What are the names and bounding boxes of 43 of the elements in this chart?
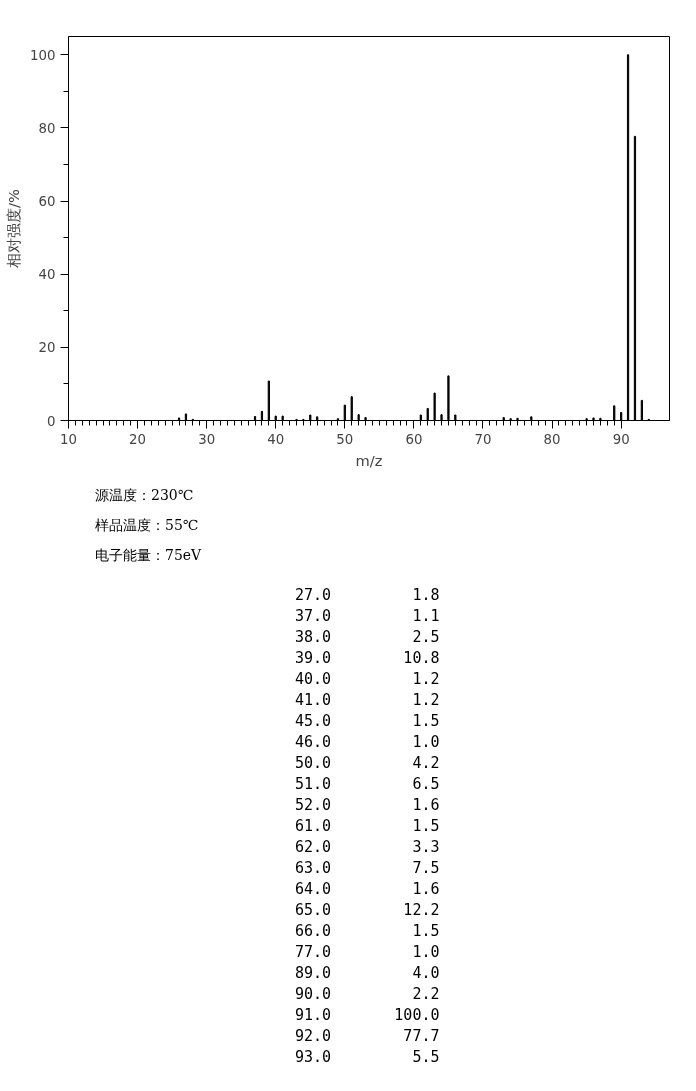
x-tick-label: 20 xyxy=(129,431,147,447)
text: 91.0 100.0 xyxy=(295,1006,440,1024)
text: 38.0 2.5 xyxy=(295,628,440,646)
text: 电子能量：75eV xyxy=(95,546,202,565)
x-tick-label: 70 xyxy=(474,431,492,447)
text: 65.0 12.2 xyxy=(295,901,440,919)
text: 52.0 1.6 xyxy=(295,796,440,814)
y-tick-label: 40 xyxy=(38,267,56,283)
text: 40.0 1.2 xyxy=(295,670,440,688)
x-tick-label: 10 xyxy=(60,431,77,447)
x-tick-label: 40 xyxy=(267,431,285,447)
y-axis-title: 相对强度/% xyxy=(5,188,23,268)
text: 41.0 1.2 xyxy=(295,691,440,709)
text: 63.0 7.5 xyxy=(295,859,440,877)
text: 62.0 3.3 xyxy=(295,838,440,856)
x-tick-label: 90 xyxy=(612,431,630,447)
text: 66.0 1.5 xyxy=(295,922,440,940)
text: 39.0 10.8 xyxy=(295,649,440,667)
text: 77.0 1.0 xyxy=(295,943,440,961)
y-tick-label: 20 xyxy=(38,340,56,356)
text: 93.0 5.5 xyxy=(295,1048,440,1066)
text: 92.0 77.7 xyxy=(295,1027,440,1045)
text: 样品温度：55℃ xyxy=(95,516,200,535)
x-tick-label: 30 xyxy=(198,431,216,447)
text: 50.0 4.2 xyxy=(295,754,440,772)
text: 37.0 1.1 xyxy=(295,607,440,625)
y-tick-label: 100 xyxy=(30,47,56,63)
text: 90.0 2.2 xyxy=(295,985,440,1003)
text: 45.0 1.5 xyxy=(295,712,440,730)
text: 27.0 1.8 xyxy=(295,586,440,604)
y-tick-label: 0 xyxy=(47,413,56,429)
text: 89.0 4.0 xyxy=(295,964,440,982)
text: 源温度：230℃ xyxy=(95,486,195,505)
text: 61.0 1.5 xyxy=(295,817,440,835)
y-tick-label: 80 xyxy=(38,120,56,136)
text: 46.0 1.0 xyxy=(295,733,440,751)
text: 64.0 1.6 xyxy=(295,880,440,898)
x-tick-label: 50 xyxy=(336,431,354,447)
x-axis-title: m/z xyxy=(355,451,383,469)
x-tick-label: 80 xyxy=(543,431,561,447)
x-tick-label: 60 xyxy=(405,431,423,447)
y-tick-label: 60 xyxy=(38,194,56,210)
text: 51.0 6.5 xyxy=(295,775,440,793)
